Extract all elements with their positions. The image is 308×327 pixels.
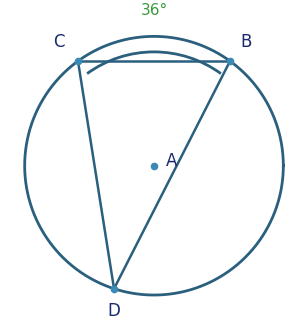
Text: 36°: 36° — [140, 3, 168, 18]
Text: D: D — [107, 301, 120, 319]
Text: B: B — [240, 33, 252, 51]
Text: A: A — [166, 151, 177, 169]
Text: C: C — [54, 33, 65, 51]
